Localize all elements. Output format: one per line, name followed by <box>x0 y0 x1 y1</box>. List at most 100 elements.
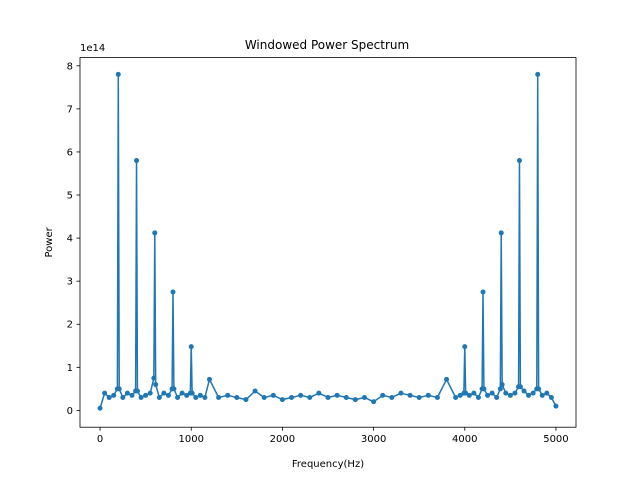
data-point <box>234 394 240 400</box>
x-tick-label: 3000 <box>361 434 386 445</box>
axes-frame <box>79 57 577 428</box>
data-point <box>171 386 177 392</box>
y-tick-label: 4 <box>67 234 73 245</box>
data-point <box>116 386 122 392</box>
y-tick-label: 6 <box>67 147 73 158</box>
data-point <box>143 392 149 398</box>
data-point <box>498 230 504 236</box>
data-point <box>494 394 500 400</box>
data-point <box>197 392 203 398</box>
data-point <box>124 390 130 396</box>
data-point <box>526 392 532 398</box>
x-tick-label: 0 <box>97 434 103 445</box>
data-point <box>170 289 176 295</box>
data-point <box>307 394 313 400</box>
plot-area <box>79 57 577 428</box>
data-point <box>193 394 199 400</box>
data-point <box>111 392 117 398</box>
data-point <box>471 390 477 396</box>
data-point <box>434 394 440 400</box>
data-point <box>544 390 550 396</box>
y-tick-label: 5 <box>67 191 73 202</box>
data-point <box>252 388 258 394</box>
data-point <box>466 392 472 398</box>
data-point <box>497 386 503 392</box>
data-point <box>106 394 112 400</box>
y-axis-label: Power <box>44 226 55 257</box>
data-point <box>156 394 162 400</box>
y-tick-label: 3 <box>67 277 73 288</box>
data-point <box>453 394 459 400</box>
data-point <box>371 399 377 405</box>
data-point <box>189 390 195 396</box>
data-point <box>516 158 522 164</box>
data-point <box>480 289 486 295</box>
data-point <box>298 392 304 398</box>
data-point <box>334 392 340 398</box>
data-point <box>138 394 144 400</box>
data-point <box>97 405 103 411</box>
x-tick-label: 2000 <box>270 434 295 445</box>
data-point <box>243 397 249 403</box>
data-point <box>279 397 285 403</box>
data-point <box>530 390 536 396</box>
data-point <box>539 392 545 398</box>
data-point <box>147 390 153 396</box>
y-tick-label: 2 <box>67 320 73 331</box>
data-point <box>188 344 194 350</box>
data-point <box>261 394 267 400</box>
data-point <box>184 392 190 398</box>
data-point <box>165 392 171 398</box>
series-layer <box>97 71 559 411</box>
data-point <box>134 158 140 164</box>
data-point <box>444 376 450 382</box>
data-point <box>216 394 222 400</box>
data-point <box>325 394 331 400</box>
y-tick-label: 8 <box>67 61 73 72</box>
data-point <box>499 382 505 388</box>
data-point <box>202 394 208 400</box>
data-point <box>361 394 367 400</box>
x-axis-label: Frequency(Hz) <box>292 459 364 470</box>
y-axis-ticks: 0 1 2 3 4 5 6 7 8 <box>67 61 80 417</box>
data-point <box>389 394 395 400</box>
data-point <box>225 392 231 398</box>
data-point <box>289 394 295 400</box>
data-point <box>153 382 159 388</box>
data-point <box>425 392 431 398</box>
data-point <box>521 388 527 394</box>
y-offset-text: 1e14 <box>80 43 105 54</box>
data-point <box>206 376 212 382</box>
data-point <box>481 386 487 392</box>
data-point <box>507 392 513 398</box>
data-point <box>485 392 491 398</box>
data-point <box>380 392 386 398</box>
data-point <box>462 344 468 350</box>
data-point <box>151 375 157 381</box>
data-point <box>475 394 481 400</box>
data-point <box>536 386 542 392</box>
y-tick-label: 0 <box>67 406 73 417</box>
x-tick-label: 5000 <box>543 434 568 445</box>
series-line <box>99 73 557 409</box>
data-point <box>352 397 358 403</box>
data-point <box>102 390 108 396</box>
data-point <box>129 392 135 398</box>
chart-title: Windowed Power Spectrum <box>245 38 409 52</box>
data-point <box>175 394 181 400</box>
data-point <box>463 390 469 396</box>
data-point <box>115 71 121 77</box>
data-point <box>120 394 126 400</box>
data-point <box>179 390 185 396</box>
y-tick-label: 7 <box>67 104 73 115</box>
data-point <box>503 390 509 396</box>
data-point <box>134 388 140 394</box>
data-point <box>270 392 276 398</box>
data-point <box>398 390 404 396</box>
data-point <box>548 394 554 400</box>
data-point <box>489 390 495 396</box>
data-point <box>553 403 559 409</box>
data-point <box>407 392 413 398</box>
